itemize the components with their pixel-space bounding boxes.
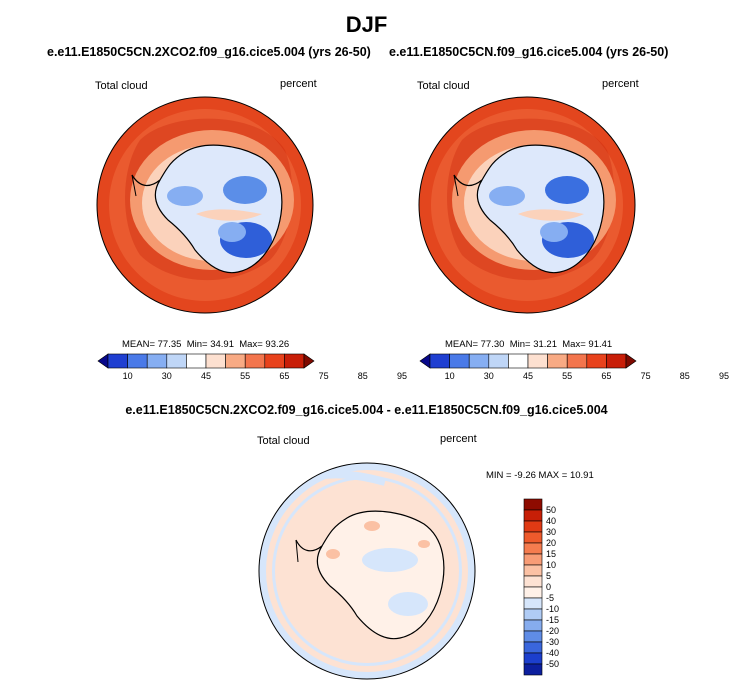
colorbar-tick-label: 5: [546, 571, 552, 581]
panel1-variable: Total cloud: [95, 80, 148, 92]
panel3-units: percent: [440, 433, 477, 445]
colorbar-swatch: [523, 586, 543, 599]
colorbar-tick-label: -50: [546, 659, 560, 669]
panel1-colorbar: [97, 353, 315, 369]
panel3-colorbar-labels: 50 40 30 20 15 10 5 0 -5 -10 -15 -20 -30 -40 -50: [546, 499, 576, 675]
panel2-stats: MEAN= 77.30 Min= 31.21 Max= 91.41: [445, 339, 613, 350]
colorbar-swatch: [523, 498, 543, 511]
colorbar-swatch: [523, 575, 543, 588]
colorbar-swatch: [523, 630, 543, 643]
colorbar-tick-label: 75: [318, 371, 329, 381]
colorbar-tick-label: 40: [546, 516, 557, 526]
colorbar-tick-label: 50: [546, 505, 557, 515]
colorbar-max-arrow: [625, 353, 637, 369]
colorbar-tick-label: 10: [444, 371, 455, 381]
panel2-colorbar: [419, 353, 637, 369]
colorbar-swatch: [523, 641, 543, 654]
colorbar-tick-label: 10: [546, 560, 557, 570]
colorbar-swatch: [523, 619, 543, 632]
panel1-title: e.e11.E1850C5CN.2XCO2.f09_g16.cice5.004 …: [47, 45, 371, 59]
colorbar-tick-label: 15: [546, 549, 557, 559]
colorbar-swatch: [523, 509, 543, 522]
colorbar-swatch: [523, 520, 543, 533]
colorbar-tick-label: 65: [601, 371, 612, 381]
panel1-units: percent: [280, 78, 317, 90]
colorbar-tick-label: 85: [679, 371, 690, 381]
colorbar-tick-label: 65: [279, 371, 290, 381]
colorbar-swatch: [523, 652, 543, 665]
colorbar-tick-label: 30: [483, 371, 494, 381]
colorbar-tick-label: -40: [546, 648, 560, 658]
panel1-stats: MEAN= 77.35 Min= 34.91 Max= 93.26: [122, 339, 290, 350]
colorbar-swatch: [523, 564, 543, 577]
colorbar-swatch: [523, 608, 543, 621]
figure-title: DJF: [345, 12, 388, 37]
colorbar-swatch: [523, 531, 543, 544]
colorbar-tick-label: 0: [546, 582, 552, 592]
panel3-variable: Total cloud: [257, 435, 310, 447]
colorbar-tick-label: -15: [546, 615, 560, 625]
panel2-units: percent: [602, 78, 639, 90]
colorbar-tick-label: 95: [396, 371, 408, 381]
colorbar-tick-label: 20: [546, 538, 557, 548]
colorbar-tick-label: 55: [562, 371, 573, 381]
colorbar-tick-label: -10: [546, 604, 560, 614]
colorbar-tick-label: 10: [122, 371, 133, 381]
colorbar-tick-label: 95: [718, 371, 730, 381]
colorbar-swatch: [523, 542, 543, 555]
colorbar-tick-label: -20: [546, 626, 560, 636]
colorbar-tick-label: 45: [200, 371, 212, 381]
panel1-colorbar-labels: 10 30 45 55 65 75 85 95: [98, 371, 407, 383]
panel2-colorbar-labels: 10 30 45 55 65 75 85 95: [420, 371, 729, 383]
colorbar-tick-label: 75: [640, 371, 651, 381]
colorbar-tick-label: -30: [546, 637, 560, 647]
colorbar-tick-label: 45: [522, 371, 534, 381]
panel3-colorbar: [523, 498, 543, 676]
colorbar-tick-label: 30: [546, 527, 557, 537]
colorbar-tick-label: -5: [546, 593, 555, 603]
colorbar-max-arrow: [303, 353, 315, 369]
colorbar-tick-label: 30: [161, 371, 172, 381]
panel1-coastline: [154, 144, 283, 274]
colorbar-swatch: [523, 597, 543, 610]
panel3-stats: MIN = -9.26 MAX = 10.91: [486, 470, 594, 481]
panel3-title: e.e11.E1850C5CN.2XCO2.f09_g16.cice5.004 …: [125, 403, 608, 417]
colorbar-tick-label: 55: [240, 371, 251, 381]
colorbar-swatch: [523, 553, 543, 566]
panel2-coastline: [476, 144, 605, 274]
colorbar-swatch: [523, 663, 543, 676]
panel3-coastline: [316, 510, 445, 640]
colorbar-tick-label: 85: [357, 371, 368, 381]
panel2-title: e.e11.E1850C5CN.f09_g16.cice5.004 (yrs 2…: [389, 45, 669, 59]
panel2-variable: Total cloud: [417, 80, 470, 92]
